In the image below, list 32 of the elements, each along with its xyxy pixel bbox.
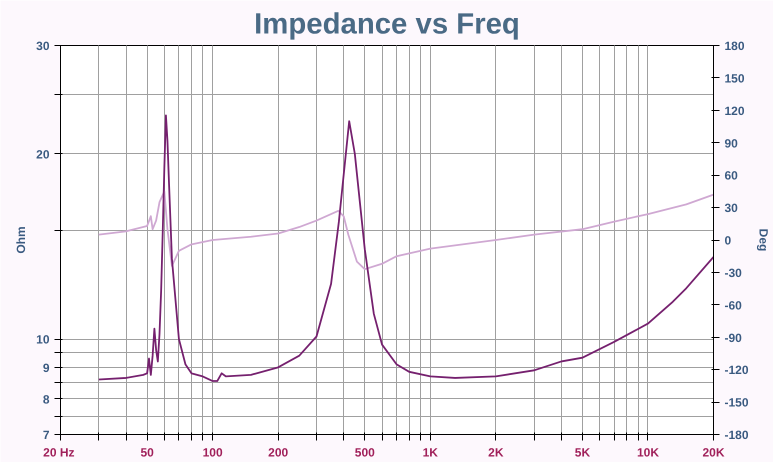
y2-tick-label: 150 [724, 71, 745, 86]
y2-tick-label: -180 [724, 428, 749, 442]
y-tick-label: 20 [36, 147, 50, 162]
x-tick-label: 20 Hz [43, 446, 75, 460]
x-tick-label: 1K [422, 446, 438, 460]
y2-axis-title: Deg [756, 228, 771, 252]
x-tick-label: 50 [140, 446, 154, 460]
y2-tick-label: 90 [724, 136, 738, 150]
y-tick-label: 7 [42, 428, 50, 442]
y2-tick-label: -60 [724, 298, 742, 312]
x-tick-label: 10K [636, 446, 660, 460]
y-axis-title: Ohm [14, 226, 28, 254]
y2-tick-label: -90 [724, 330, 742, 345]
x-tick-label: 5K [574, 446, 590, 460]
y-tick-label: 9 [42, 360, 50, 375]
chart-title: Impedance vs Freq [254, 8, 520, 40]
y2-tick-label: -30 [724, 266, 742, 280]
x-tick-label: 500 [354, 446, 376, 460]
y2-tick-label: 0 [724, 234, 732, 248]
x-tick-label: 200 [268, 446, 289, 460]
y2-tick-label: 30 [724, 201, 738, 216]
x-tick-label: 20K [702, 446, 725, 460]
y-tick-label: 30 [36, 39, 50, 53]
y2-tick-label: -120 [724, 363, 749, 378]
x-tick-label: 2K [488, 446, 504, 460]
y2-tick-label: 180 [724, 39, 745, 53]
y2-tick-label: 60 [724, 168, 738, 183]
y-tick-label: 10 [36, 332, 50, 347]
y-tick-label: 8 [42, 392, 50, 406]
y2-tick-label: -150 [724, 396, 749, 410]
x-tick-label: 100 [202, 446, 223, 460]
y2-tick-label: 120 [724, 104, 745, 118]
